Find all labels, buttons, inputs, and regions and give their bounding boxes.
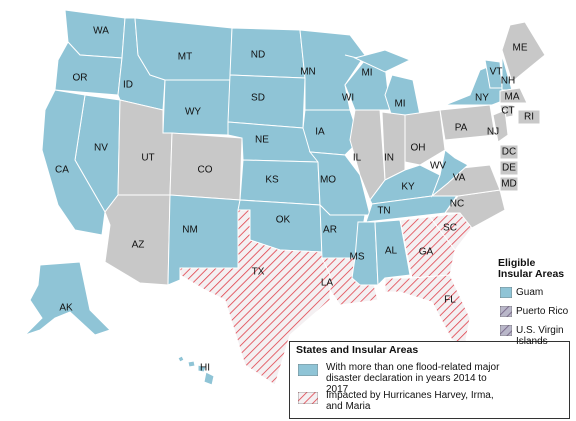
state-label: MI: [361, 68, 372, 79]
state-shape: [404, 109, 446, 166]
state-shape: [239, 159, 321, 206]
state-shape: [499, 144, 519, 160]
legend-label: Impacted by Hurricanes Harvey, Irma, and…: [326, 390, 494, 412]
state-label: MA: [505, 92, 520, 103]
state-label: PA: [455, 123, 468, 134]
state-label: ND: [251, 50, 265, 61]
legend-swatch-fill: [298, 364, 318, 376]
state-label: WA: [93, 26, 109, 37]
state-shape: [134, 17, 233, 81]
state-label: TX: [252, 267, 265, 278]
state-label: GA: [419, 247, 434, 258]
state-label: ME: [513, 43, 528, 54]
legend-swatch: [298, 392, 318, 404]
state-shape: [41, 89, 106, 236]
state-label: MT: [178, 52, 192, 63]
state-label: CT: [501, 106, 514, 117]
state-label: AR: [323, 225, 337, 236]
state-label: VA: [453, 173, 466, 184]
state-label: NM: [182, 225, 198, 236]
state-shape: [492, 109, 509, 143]
state-label: VT: [490, 67, 503, 78]
state-shape: [384, 274, 471, 346]
insular-swatch: [500, 325, 512, 336]
state-label: KS: [265, 175, 279, 186]
state-label: DE: [502, 163, 516, 174]
state-shape: [179, 209, 331, 386]
insular-swatch-fill: [500, 306, 512, 317]
insular-swatch: [500, 306, 512, 317]
state-label: CO: [198, 165, 213, 176]
state-label: FL: [444, 295, 456, 306]
state-label: WV: [430, 161, 446, 172]
state-label: OR: [73, 73, 88, 84]
state-shape: [381, 111, 406, 181]
state-shape: [439, 104, 496, 141]
state-shape: [203, 371, 215, 386]
state-label: MS: [350, 252, 365, 263]
state-shape: [365, 193, 460, 223]
state-label: AL: [385, 246, 398, 257]
legend-label: With more than one flood-related major d…: [326, 362, 500, 395]
state-shape: [499, 160, 519, 176]
state-label: MN: [300, 67, 316, 78]
state-label: IA: [315, 127, 325, 138]
state-label: NE: [255, 135, 269, 146]
state-label: KY: [401, 182, 415, 193]
state-label: MI: [394, 99, 405, 110]
state-label: LA: [321, 278, 334, 289]
state-label: SC: [443, 223, 457, 234]
legend-title: States and Insular Areas: [296, 344, 419, 356]
legend-swatch-fill: [298, 392, 318, 404]
state-label: AZ: [132, 240, 145, 251]
state-label: IL: [353, 153, 362, 164]
state-shape: [229, 27, 306, 79]
state-label: AK: [59, 303, 73, 314]
state-label: WI: [342, 93, 354, 104]
state-shape: [24, 261, 111, 336]
insular-label: Guam: [516, 287, 544, 298]
state-label: UT: [141, 153, 154, 164]
state-label: CA: [55, 165, 69, 176]
insular-label: U.S. Virgin Islands: [516, 325, 564, 347]
state-shape: [430, 149, 469, 198]
insular-swatch-fill: [500, 287, 512, 298]
state-label: MO: [320, 175, 336, 186]
state-label: NC: [450, 199, 464, 210]
state-shape: [299, 29, 366, 111]
state-label: MD: [501, 179, 517, 190]
legend-box: States and Insular Areas With more than …: [289, 341, 570, 419]
state-label: WY: [185, 107, 201, 118]
state-label: NH: [501, 76, 515, 87]
insular-title: Eligible Insular Areas: [498, 257, 565, 280]
state-label: IN: [384, 153, 394, 164]
state-label: NY: [475, 93, 489, 104]
insular-swatch: [500, 287, 512, 298]
state-label: SD: [251, 93, 265, 104]
state-shape: [374, 219, 411, 287]
state-shape: [353, 49, 412, 73]
state-label: HI: [200, 363, 210, 374]
state-shape: [227, 74, 306, 129]
legend-swatch: [298, 364, 318, 376]
state-label: RI: [524, 112, 534, 123]
state-shape: [499, 87, 528, 104]
state-shape: [501, 21, 546, 83]
state-shape: [517, 109, 541, 125]
state-label: TN: [377, 206, 390, 217]
state-label: NV: [94, 143, 108, 154]
state-label: OH: [411, 143, 426, 154]
insular-label: Puerto Rico: [516, 306, 569, 317]
state-label: OK: [276, 215, 291, 226]
state-shape: [499, 176, 519, 192]
state-label: NJ: [487, 127, 499, 138]
insular-swatch-fill: [500, 325, 512, 336]
state-shape: [197, 364, 207, 373]
state-shape: [177, 355, 185, 363]
state-label: ID: [123, 80, 133, 91]
state-shape: [187, 360, 196, 368]
state-label: DC: [502, 147, 516, 158]
